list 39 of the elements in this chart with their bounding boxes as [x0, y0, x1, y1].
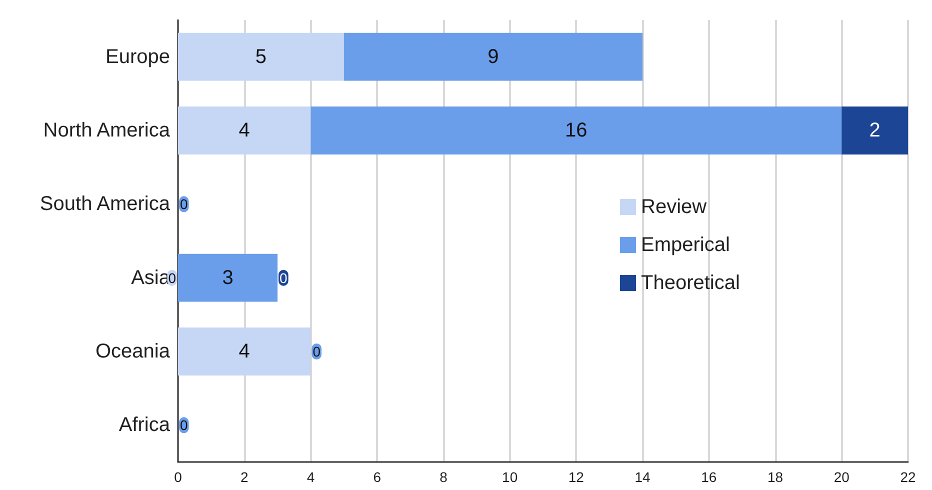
- x-tick-label: 2: [240, 469, 248, 485]
- x-tick-label: 16: [701, 469, 717, 485]
- bar: [178, 106, 311, 154]
- bar: [178, 254, 278, 302]
- x-tick-label: 20: [834, 469, 850, 485]
- x-tick-label: 8: [440, 469, 448, 485]
- data-label: 4: [238, 120, 250, 142]
- x-tick-label: 0: [174, 469, 182, 485]
- data-label: 0: [180, 417, 188, 434]
- data-label: 16: [565, 120, 588, 142]
- legend-label: Theoretical: [641, 272, 740, 294]
- data-label: 0: [280, 270, 288, 286]
- y-tick-label: South America: [40, 193, 171, 216]
- y-tick-label: North America: [43, 120, 171, 142]
- data-label: 2: [869, 120, 880, 142]
- bar: [344, 32, 643, 81]
- data-label: 0: [312, 344, 321, 360]
- data-label: 0: [180, 196, 188, 212]
- bar: [178, 32, 344, 81]
- y-tick-label: Europe: [106, 46, 170, 68]
- data-label: 5: [255, 46, 267, 68]
- data-label: 0: [168, 270, 176, 286]
- x-tick-label: 12: [568, 469, 584, 485]
- y-tick-label: Africa: [118, 414, 171, 436]
- y-tick-label: Oceania: [96, 340, 171, 362]
- x-tick-label: 18: [767, 469, 784, 485]
- x-tick-label: 22: [900, 469, 916, 485]
- x-tick-label: 4: [306, 469, 315, 485]
- x-tick-label: 10: [502, 469, 518, 485]
- data-label: 3: [222, 266, 234, 289]
- x-tick-label: 14: [634, 469, 651, 485]
- legend-label: Review: [641, 196, 708, 218]
- data-label: 9: [488, 46, 499, 68]
- bar: [310, 106, 842, 154]
- bar: [842, 106, 908, 154]
- bar: [178, 328, 311, 376]
- legend-label: Emperical: [641, 234, 730, 256]
- x-tick-label: 6: [373, 469, 382, 485]
- data-label: 4: [238, 340, 250, 362]
